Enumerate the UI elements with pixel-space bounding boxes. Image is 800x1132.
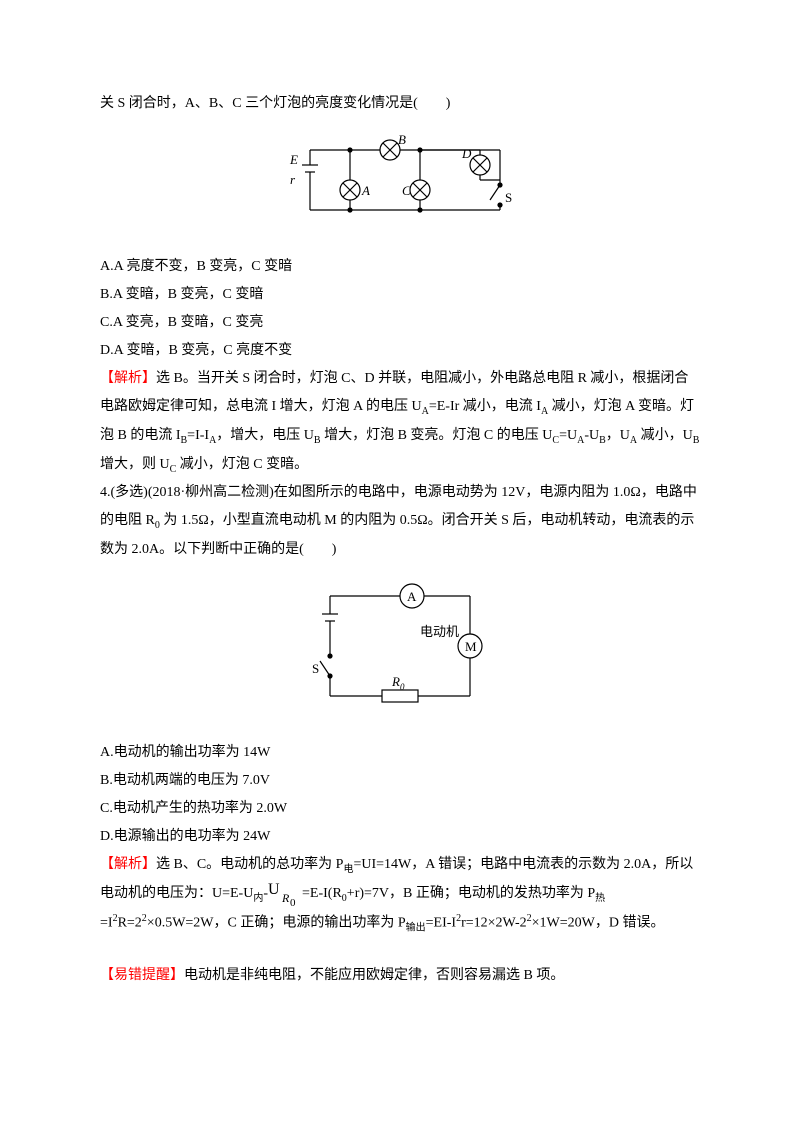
q2-optB: B.电动机两端的电压为 7.0V	[100, 767, 700, 795]
q1-optB: B.A 变暗，B 变亮，C 变暗	[100, 281, 700, 309]
q2-optA: A.电动机的输出功率为 14W	[100, 739, 700, 767]
q1-ans-label: 【解析】	[100, 371, 156, 386]
label-motor-M: M	[465, 639, 477, 654]
q2-answer: 【解析】选 B、C。电动机的总功率为 P电=UI=14W，A 错误；电路中电流表…	[100, 851, 700, 938]
q1-answer: 【解析】选 B。当开关 S 闭合时，灯泡 C、D 并联，电阻减小，外电路总电阻 …	[100, 365, 700, 479]
label-r: r	[290, 172, 296, 187]
q2-optD: D.电源输出的电功率为 24W	[100, 823, 700, 851]
hint-label: 【易错提醒】	[100, 968, 184, 983]
label-ammeter: A	[407, 589, 417, 604]
UR0-formula: UR0	[268, 886, 302, 901]
label-motor-text: 电动机	[420, 624, 459, 639]
hint: 【易错提醒】电动机是非纯电阻，不能应用欧姆定律，否则容易漏选 B 项。	[100, 962, 700, 990]
label-S2: S	[312, 661, 319, 676]
label-E: E	[289, 152, 298, 167]
q1-optA: A.A 亮度不变，B 变亮，C 变暗	[100, 253, 700, 281]
label-D: D	[461, 146, 472, 161]
q2-ans-label: 【解析】	[100, 857, 156, 872]
label-B: B	[398, 132, 406, 147]
svg-text:0: 0	[290, 897, 296, 908]
q2-optC: C.电动机产生的热功率为 2.0W	[100, 795, 700, 823]
q1-optC: C.A 变亮，B 变暗，C 变亮	[100, 309, 700, 337]
label-A: A	[361, 183, 370, 198]
q2-figure: A M 电动机 S R0	[100, 576, 700, 727]
label-R0: R0	[391, 674, 405, 692]
q1-optD: D.A 变暗，B 变亮，C 亮度不变	[100, 337, 700, 365]
q1-stem: 关 S 闭合时，A、B、C 三个灯泡的亮度变化情况是( )	[100, 90, 700, 118]
svg-text:U: U	[268, 881, 280, 898]
label-S: S	[505, 190, 512, 205]
q1-figure: E r A B C D S	[100, 130, 700, 241]
label-C: C	[402, 183, 411, 198]
svg-text:R: R	[281, 891, 290, 905]
q2-stem: 4.(多选)(2018·柳州高二检测)在如图所示的电路中，电源电动势为 12V，…	[100, 479, 700, 564]
